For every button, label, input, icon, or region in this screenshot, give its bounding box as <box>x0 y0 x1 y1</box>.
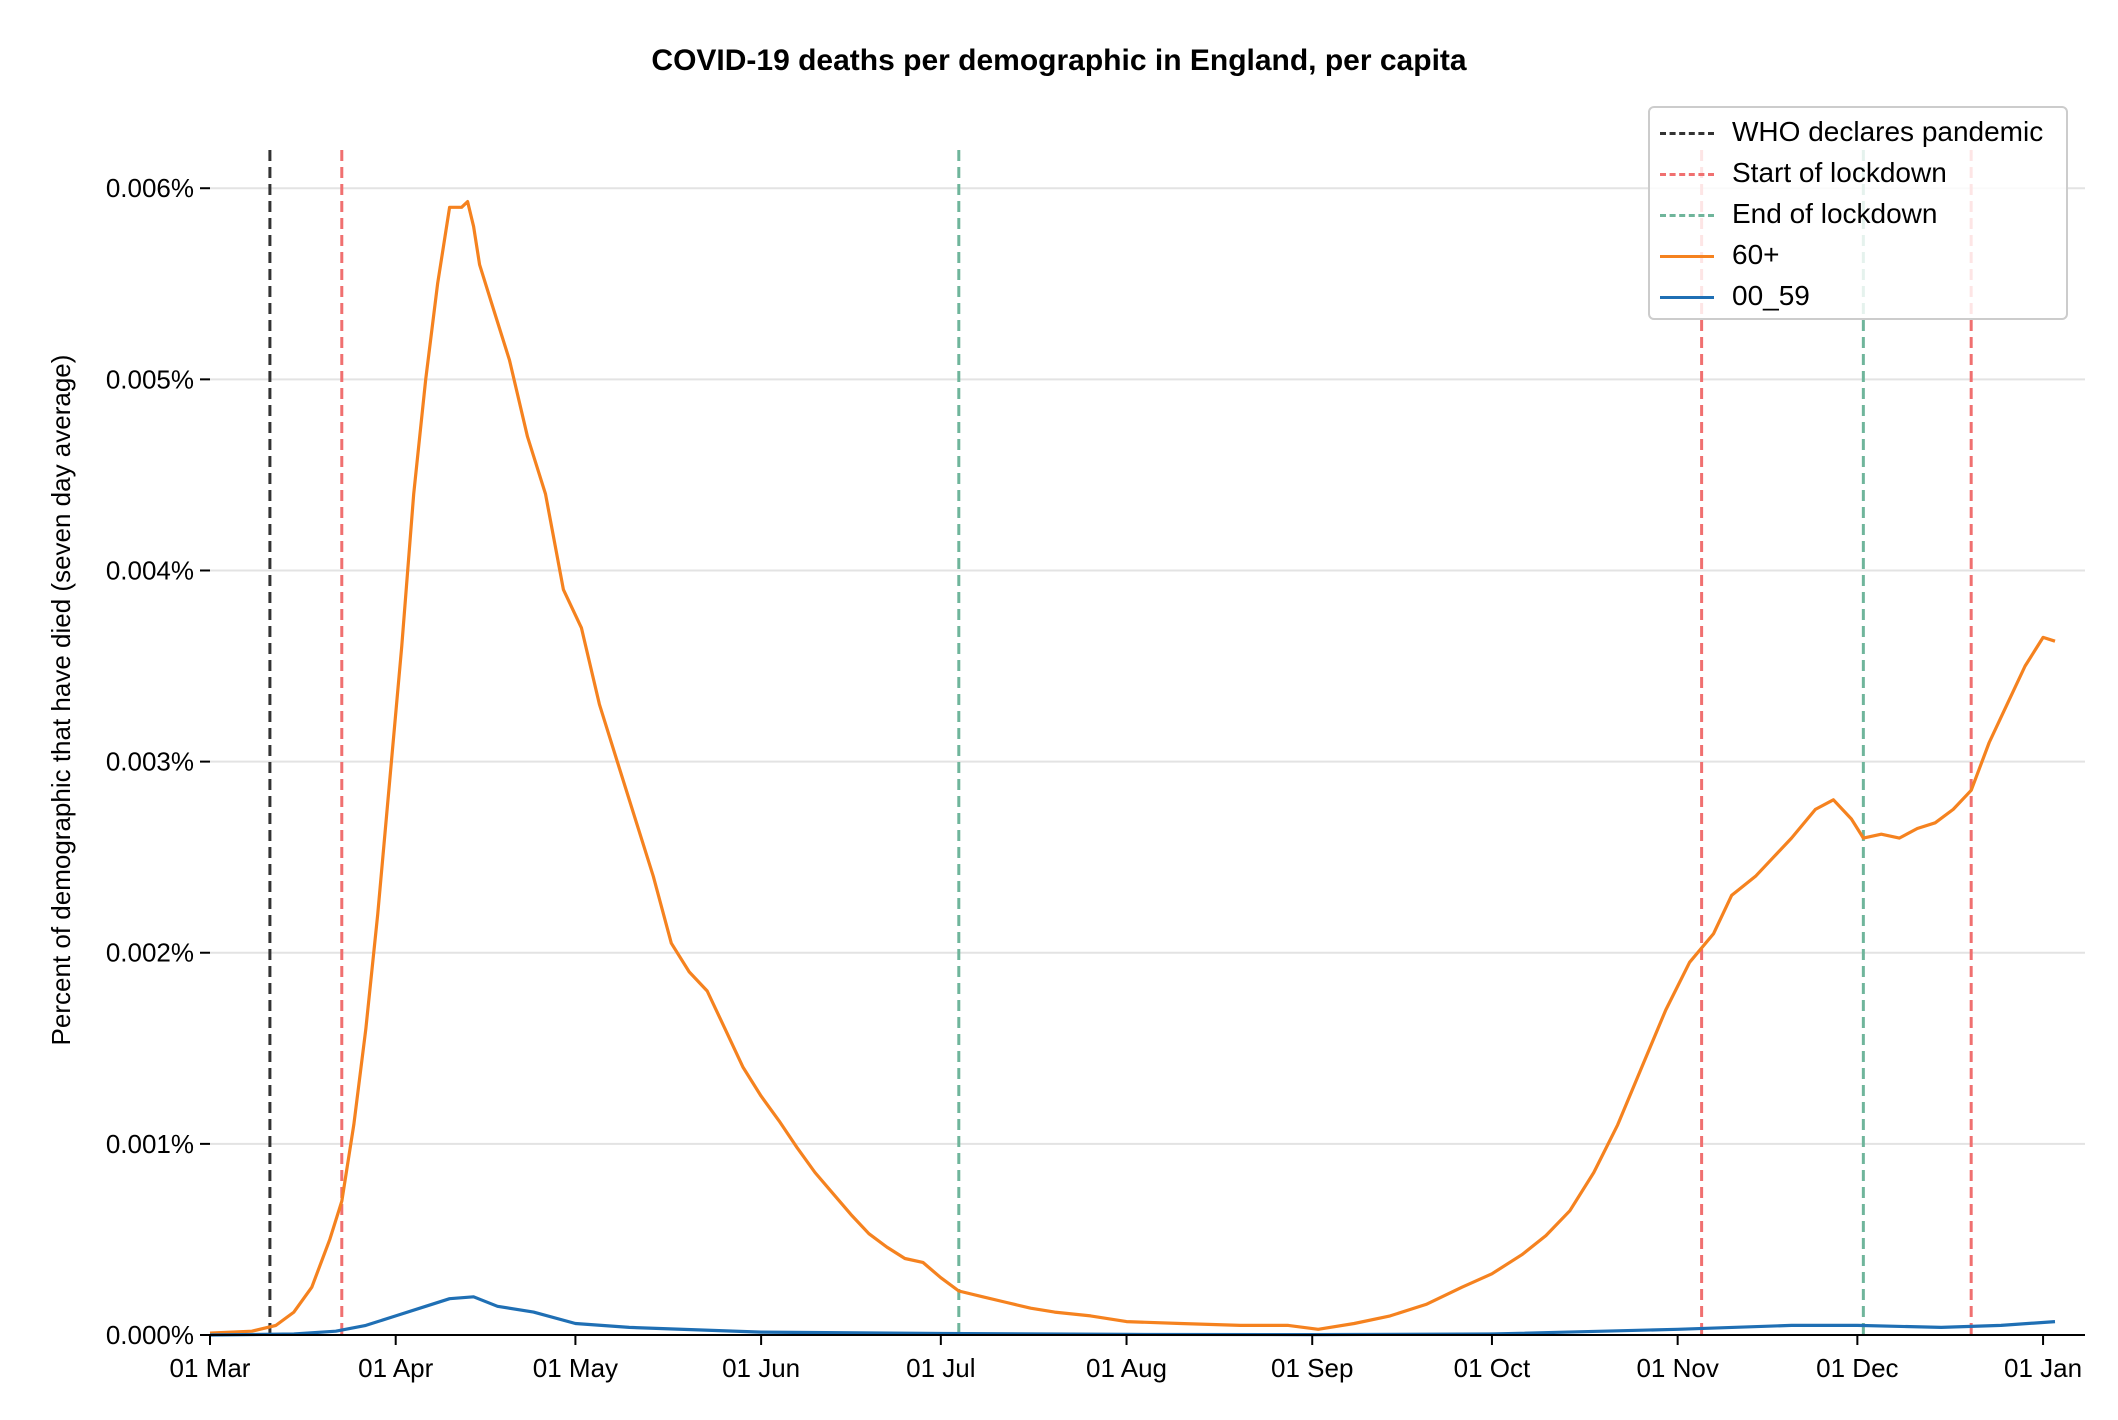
legend-label: WHO declares pandemic <box>1732 116 2044 147</box>
y-tick-label: 0.000% <box>106 1320 194 1350</box>
legend-item: 60+ <box>1650 235 2066 276</box>
y-tick-label: 0.005% <box>106 364 194 394</box>
axes: 0.000% 0.001% 0.002% 0.003% 0.004% 0.005% 0.00… <box>106 173 2085 1383</box>
series-line-00_59 <box>209 1295 2056 1337</box>
legend-item: End of lockdown <box>1650 194 2066 235</box>
y-axis-label: Percent of demographic that have died (s… <box>46 355 76 1046</box>
legend-swatch <box>1660 296 1714 299</box>
legend-label: 00_59 <box>1732 280 1810 311</box>
x-tick-label: 01 Aug <box>1086 1353 1167 1383</box>
x-tick-label: 01 Jan <box>2004 1353 2082 1383</box>
event-lines <box>268 150 1973 1335</box>
y-tick-label: 0.001% <box>106 1129 194 1159</box>
grid-lines <box>210 187 2085 1145</box>
legend-swatch <box>1660 132 1714 135</box>
legend-item: 00_59 <box>1650 276 2066 317</box>
legend-item: WHO declares pandemic <box>1650 112 2066 153</box>
y-tick-label: 0.003% <box>106 747 194 777</box>
chart-title: COVID-19 deaths per demographic in Engla… <box>651 44 1467 77</box>
legend-label: 60+ <box>1732 239 1780 270</box>
series-line-60+ <box>209 200 2056 1335</box>
x-tick-label: 01 Apr <box>358 1353 434 1383</box>
legend-item: Start of lockdown <box>1650 153 2066 194</box>
legend-label: Start of lockdown <box>1732 157 1947 188</box>
series-lines <box>209 200 2056 1337</box>
x-tick-label: 01 Nov <box>1636 1353 1718 1383</box>
x-tick-label: 01 Dec <box>1816 1353 1898 1383</box>
x-tick-label: 01 Jul <box>906 1353 975 1383</box>
legend-swatch <box>1660 255 1714 258</box>
y-tick-label: 0.004% <box>106 555 194 585</box>
legend-swatch <box>1660 214 1714 217</box>
legend-label: End of lockdown <box>1732 198 1938 229</box>
x-tick-label: 01 Mar <box>170 1353 251 1383</box>
y-tick-label: 0.006% <box>106 173 194 203</box>
legend: WHO declares pandemic Start of lockdown En… <box>1648 106 2068 320</box>
legend-swatch <box>1660 173 1714 176</box>
x-tick-label: 01 Oct <box>1454 1353 1531 1383</box>
y-tick-label: 0.002% <box>106 938 194 968</box>
x-tick-label: 01 Sep <box>1271 1353 1353 1383</box>
x-tick-label: 01 Jun <box>722 1353 800 1383</box>
x-tick-label: 01 May <box>533 1353 618 1383</box>
